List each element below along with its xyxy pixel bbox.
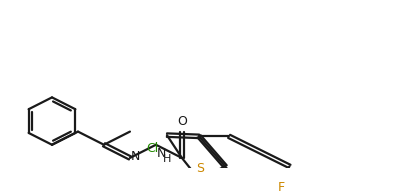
Text: H: H bbox=[163, 154, 171, 164]
Text: N: N bbox=[157, 147, 166, 160]
Text: Cl: Cl bbox=[146, 142, 159, 155]
Text: S: S bbox=[196, 162, 204, 175]
Text: F: F bbox=[277, 181, 284, 192]
Text: N: N bbox=[131, 150, 140, 163]
Text: O: O bbox=[177, 115, 187, 128]
